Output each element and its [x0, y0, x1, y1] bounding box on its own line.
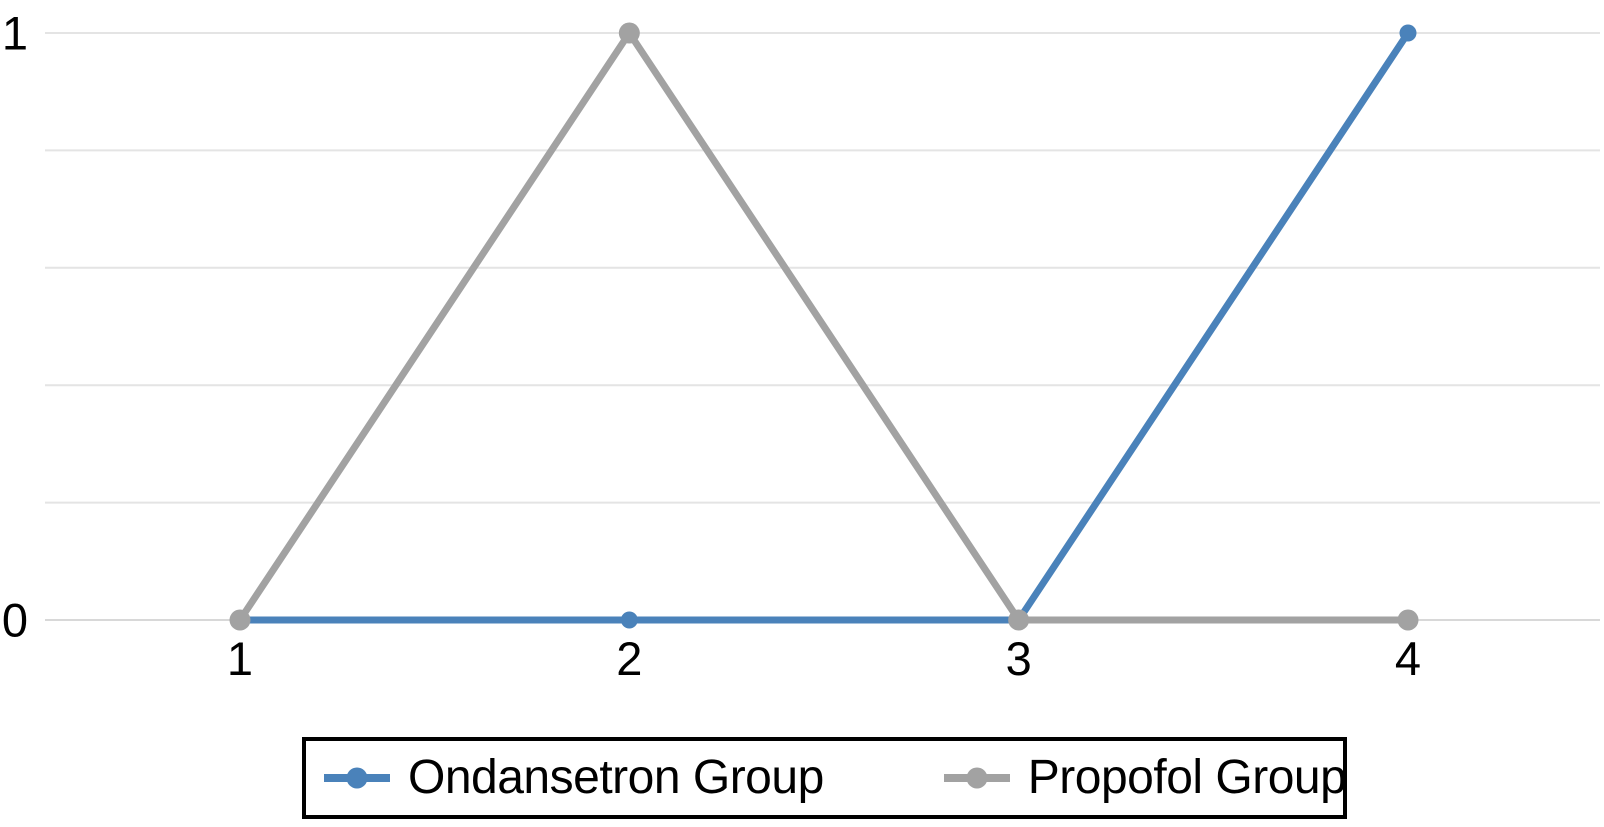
chart-plot	[45, 22, 1600, 631]
x-axis-tick-label: 4	[1394, 632, 1422, 685]
y-axis-tick-label-0: 0	[1, 593, 29, 647]
x-axis-tick-label: 2	[616, 632, 643, 685]
legend-item-propofol: Propofol Group	[942, 754, 1347, 802]
legend-item-ondansetron: Ondansetron Group	[322, 754, 824, 802]
x-axis-tick-label: 1	[226, 632, 254, 685]
chart-legend: Ondansetron Group Propofol Group	[302, 737, 1347, 819]
legend-label: Propofol Group	[1027, 751, 1347, 804]
x-axis-tick-label: 3	[1005, 632, 1032, 685]
y-axis-tick-label-1: 1	[1, 6, 29, 60]
legend-line-marker-icon	[324, 767, 390, 789]
legend-label: Ondansetron Group	[408, 751, 824, 804]
legend-line-marker-icon	[943, 767, 1010, 789]
